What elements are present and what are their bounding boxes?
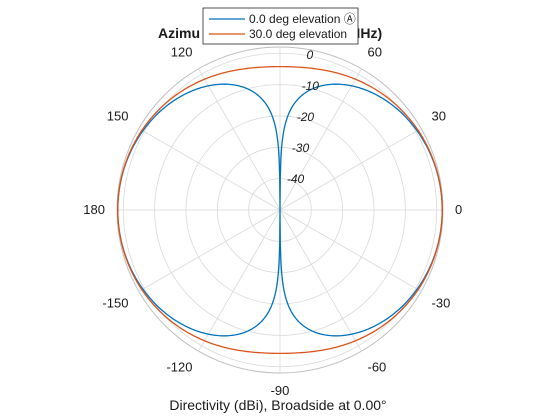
radial-tick-label: -10 xyxy=(302,79,320,93)
grid-spoke xyxy=(279,68,362,211)
grid-spoke xyxy=(198,68,281,211)
x-axis-label: Directivity (dBi), Broadside at 0.00° xyxy=(169,397,386,413)
legend[interactable]: 0.0 deg elevation Ⓐ 30.0 deg elevation xyxy=(202,7,359,45)
grid-spoke xyxy=(138,128,281,211)
angle-tick-label: -150 xyxy=(102,296,128,311)
angle-tick-label: -60 xyxy=(368,360,387,375)
chart-title-left: Azimu xyxy=(158,25,200,41)
angle-tick-label: 120 xyxy=(171,44,193,59)
series-line-1 xyxy=(117,65,443,355)
grid-spoke xyxy=(279,209,422,292)
angle-tick-label: 60 xyxy=(368,44,382,59)
angle-tick-label: 150 xyxy=(107,109,129,124)
angle-tick-label: 0 xyxy=(455,202,462,217)
grid-spoke xyxy=(279,209,362,352)
series-lines xyxy=(117,65,443,355)
angle-tick-label: 30 xyxy=(432,109,446,124)
grid-spoke xyxy=(279,128,422,211)
angle-tick-label: -30 xyxy=(432,296,451,311)
angle-tick-label: 180 xyxy=(83,202,105,217)
grid-spoke xyxy=(198,209,281,352)
angle-tick-label: -90 xyxy=(271,383,290,398)
radial-tick-labels: 0 -10 -20 -30 -40 xyxy=(287,48,319,186)
radial-tick-label: -20 xyxy=(297,110,315,124)
legend-label-1: 30.0 deg elevation xyxy=(249,27,347,41)
grid-spoke xyxy=(138,209,281,292)
radial-tick-label: -40 xyxy=(287,172,305,186)
angle-tick-label: -120 xyxy=(166,360,192,375)
legend-box xyxy=(202,7,359,45)
legend-label-0: 0.0 deg elevation Ⓐ xyxy=(249,12,356,26)
radial-tick-label: 0 xyxy=(307,48,314,62)
radial-tick-label: -30 xyxy=(292,141,310,155)
